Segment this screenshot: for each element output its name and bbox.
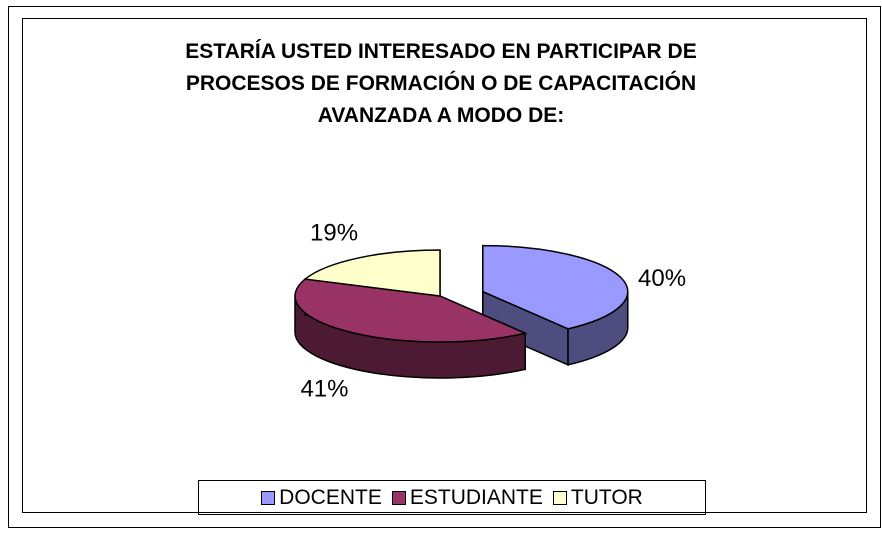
pie: 40% 41% 19% <box>294 219 686 403</box>
data-label: 40% <box>638 265 686 292</box>
legend-item: TUTOR <box>552 485 643 510</box>
outer-frame <box>8 6 881 528</box>
data-label: 41% <box>300 376 348 403</box>
legend-label: DOCENTE <box>279 485 382 509</box>
slice <box>303 249 441 297</box>
legend-swatch <box>261 490 276 505</box>
legend-label: TUTOR <box>570 485 643 509</box>
legend: DOCENTE ESTUDIANTE TUTOR <box>198 480 706 515</box>
legend-swatch <box>391 490 406 505</box>
slice <box>294 278 528 343</box>
chart-title: ESTARÍA USTED INTERESADO EN PARTICIPAR D… <box>185 40 697 127</box>
legend-item: ESTUDIANTE <box>391 485 543 510</box>
legend-swatch <box>552 490 567 505</box>
legend-label: ESTUDIANTE <box>409 485 543 509</box>
pie-tops <box>294 244 629 343</box>
data-label: 19% <box>310 219 358 246</box>
chart-area <box>22 18 867 513</box>
legend-item: DOCENTE <box>261 486 382 510</box>
slice <box>482 244 629 330</box>
